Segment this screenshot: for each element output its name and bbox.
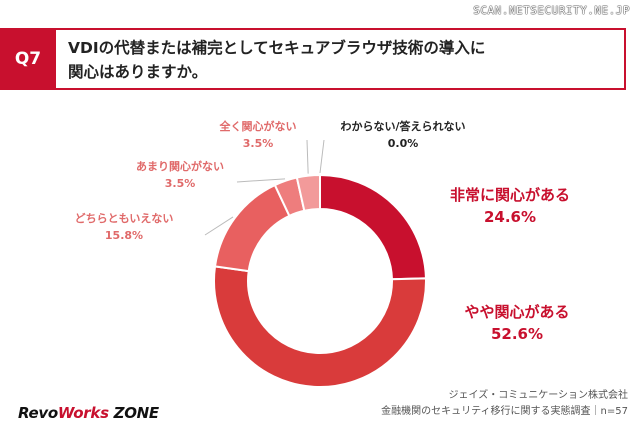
donut-slice-0 [319,173,427,281]
source-note: ジェイズ・コミュニケーション株式会社 金融機関のセキュリティ移行に関する実態調査… [381,388,628,420]
donut-slices [213,173,427,388]
question-title-line-1: VDIの代替または補完としてセキュアブラウザ技術の導入に [68,39,486,57]
leader-line-3 [236,178,286,183]
donut-slice-1 [213,265,427,388]
label-leader-lines [204,139,325,236]
slice-value-label-5: 0.0% [388,137,419,150]
leader-line-4 [306,139,309,174]
logo-text-revo: Revo [18,404,58,422]
source-survey: 金融機関のセキュリティ移行に関する実態調査｜n=57 [381,406,628,417]
question-title-line-2: 関心はありますか。 [68,63,208,81]
source-company: ジェイズ・コミュニケーション株式会社 [448,390,629,401]
slice-labels: 非常に関心がある 24.6% やや関心がある 52.6% どちらともいえない 15.8% あ… [75,119,570,343]
logo-text-zone: ZONE [108,404,160,422]
slice-name-label-3: あまり関心がない [136,159,224,173]
slice-name-label-5: わからない/答えられない [340,119,465,133]
slice-value-label-4: 3.5% [243,137,274,150]
slice-name-label-2: どちらともいえない [75,212,174,225]
leader-line-2 [204,216,234,236]
question-title: VDIの代替または補完としてセキュアブラウザ技術の導入に 関心はありますか。 [56,28,626,90]
slice-value-label-0: 24.6% [484,208,536,226]
donut-slice-2 [213,183,291,273]
slice-name-label-4: 全く関心がない [219,119,297,133]
watermark-text: SCAN.NETSECURITY.NE.JP [473,4,630,17]
donut-slice-4 [295,173,321,212]
slice-value-label-2: 15.8% [105,229,143,242]
revoworks-zone-logo: RevoWorks ZONE [18,404,159,422]
leader-line-5 [319,139,325,174]
slice-value-label-1: 52.6% [491,325,543,343]
slice-value-label-3: 3.5% [165,177,196,190]
slice-name-label-1: やや関心がある [464,303,569,321]
logo-text-works: Works [57,404,109,422]
slice-name-label-0: 非常に関心がある [450,186,570,204]
question-number-badge: Q7 [0,28,56,90]
